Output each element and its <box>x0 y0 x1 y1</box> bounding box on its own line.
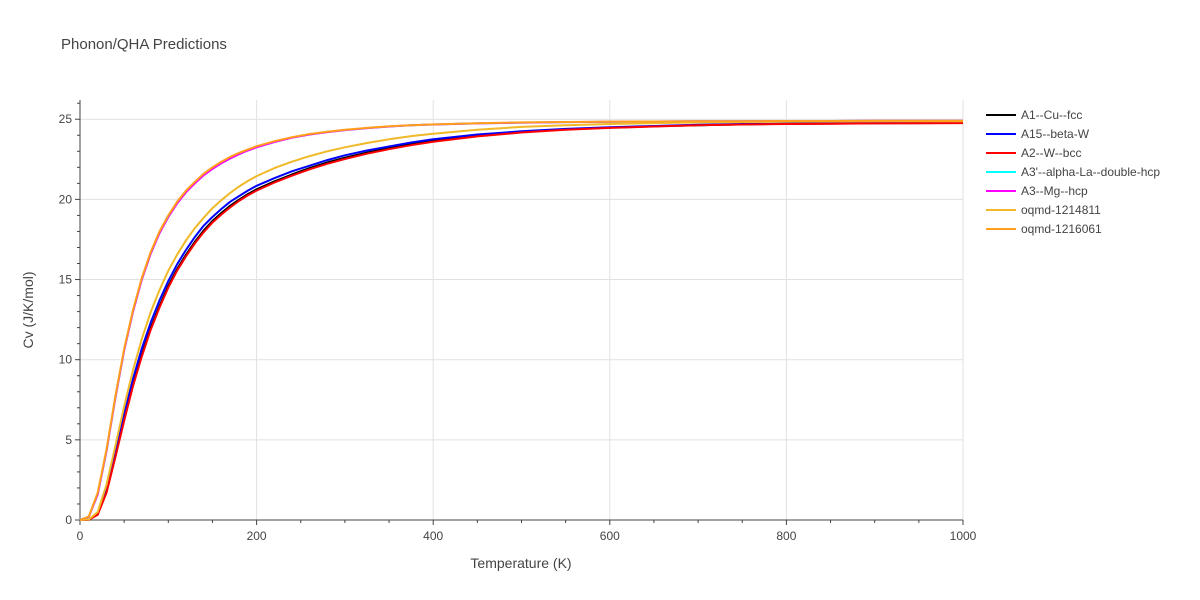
x-tick-label: 0 <box>77 529 84 543</box>
legend-item[interactable]: oqmd-1216061 <box>986 222 1102 236</box>
legend-label: oqmd-1214811 <box>1021 203 1101 217</box>
y-axis-label: Cv (J/K/mol) <box>20 272 36 349</box>
series-line-1 <box>79 121 964 521</box>
legend-label: A2--W--bcc <box>1021 146 1081 160</box>
y-tick-label: 20 <box>59 192 73 206</box>
series-line-3 <box>79 119 963 521</box>
legend-item[interactable]: A1--Cu--fcc <box>986 108 1082 122</box>
y-tick-label: 25 <box>59 112 73 126</box>
legend-item[interactable]: A2--W--bcc <box>986 146 1081 160</box>
series-layer <box>79 119 964 521</box>
series-line-2 <box>79 122 964 521</box>
y-tick-label: 10 <box>59 353 73 367</box>
legend-label: A3'--alpha-La--double-hcp <box>1021 165 1160 179</box>
legend-label: A3--Mg--hcp <box>1021 184 1088 198</box>
x-tick-label: 800 <box>776 529 796 543</box>
chart-title: Phonon/QHA Predictions <box>61 36 227 53</box>
series-line-4 <box>79 119 963 521</box>
x-axis-label: Temperature (K) <box>470 555 571 571</box>
legend-item[interactable]: A15--beta-W <box>986 127 1090 141</box>
legend-label: oqmd-1216061 <box>1021 222 1102 236</box>
axes: 0 200 400 600 800 1000 0 5 10 15 20 25 <box>59 100 977 543</box>
series-line-0 <box>79 121 964 521</box>
y-tick-label: 0 <box>65 513 72 527</box>
legend[interactable]: A1--Cu--fcc A15--beta-W A2--W--bcc A3'--alp… <box>986 108 1160 236</box>
x-tick-label: 400 <box>423 529 443 543</box>
legend-item[interactable]: A3'--alpha-La--double-hcp <box>986 165 1160 179</box>
legend-label: A1--Cu--fcc <box>1021 108 1082 122</box>
legend-item[interactable]: A3--Mg--hcp <box>986 184 1088 198</box>
series-line-6 <box>79 119 963 521</box>
y-tick-label: 5 <box>65 433 72 447</box>
grid <box>80 100 964 520</box>
x-tick-label: 600 <box>600 529 620 543</box>
legend-label: A15--beta-W <box>1021 127 1090 141</box>
x-tick-label: 200 <box>247 529 267 543</box>
series-line-5 <box>79 120 963 521</box>
x-tick-label: 1000 <box>950 529 977 543</box>
y-tick-label: 15 <box>59 273 73 287</box>
legend-item[interactable]: oqmd-1214811 <box>986 203 1101 217</box>
